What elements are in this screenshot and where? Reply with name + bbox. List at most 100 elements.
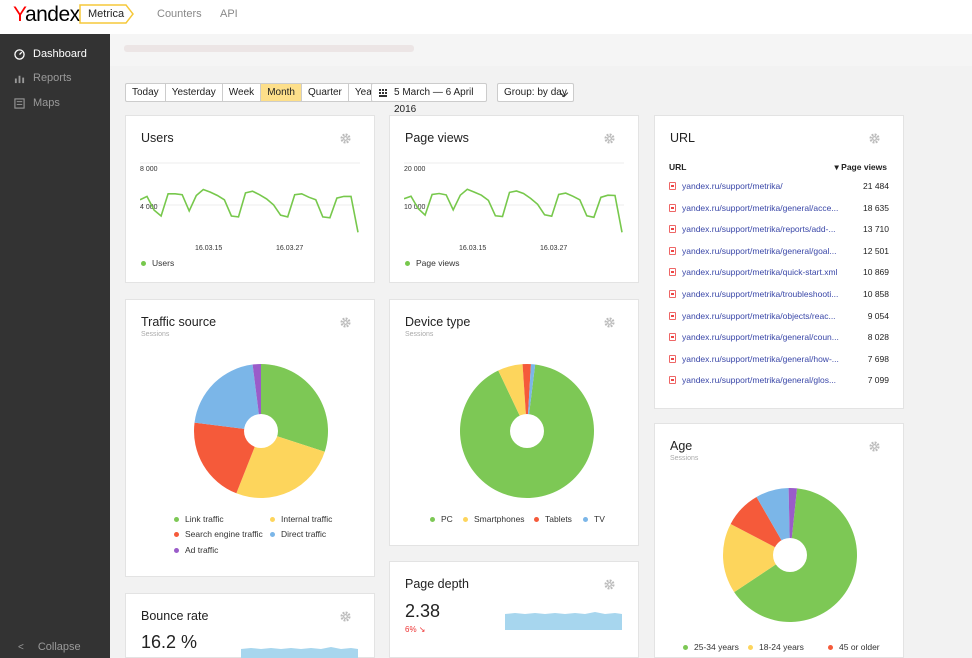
page-views-widget: Page views 20 000 10 000 16.03.15 16.03.… [389, 115, 639, 283]
page-depth-delta: 6% ↘ [405, 625, 426, 634]
url-table-row[interactable]: yandex.ru/support/metrika/general/goal..… [669, 244, 889, 258]
sidebar-item-dashboard[interactable]: Dashboard [14, 46, 87, 62]
url-table-row[interactable]: yandex.ru/support/metrika/troubleshooti.… [669, 287, 889, 301]
gear-icon[interactable] [603, 578, 616, 591]
url-link[interactable]: yandex.ru/support/metrika/objects/reac..… [682, 310, 836, 321]
sidebar: Dashboard Reports Maps < Collapse [0, 34, 110, 658]
period-today[interactable]: Today [126, 84, 166, 101]
gear-icon[interactable] [339, 610, 352, 623]
x-tick-label: 16.03.27 [540, 245, 567, 252]
period-yesterday[interactable]: Yesterday [166, 84, 223, 101]
url-column-header[interactable]: URL [669, 162, 687, 172]
bounce-rate-widget: Bounce rate 16.2 % [125, 593, 375, 658]
legend-18-24: 18-24 years [748, 642, 804, 652]
top-bar: Yandex Metrica Counters API [0, 0, 972, 34]
age-widget: Age Sessions 25-34 years 18-24 years 45 … [654, 423, 904, 658]
page-views-count: 10 858 [863, 289, 889, 299]
url-link[interactable]: yandex.ru/support/metrika/quick-start.xm… [682, 267, 838, 278]
gear-icon[interactable] [603, 316, 616, 329]
y-tick-label: 4 000 [140, 204, 158, 211]
gear-icon[interactable] [603, 132, 616, 145]
legend-direct-traffic: Direct traffic [270, 529, 326, 539]
widget-title: Page depth [405, 577, 469, 591]
page-favicon-icon [669, 182, 676, 190]
url-table-row[interactable]: yandex.ru/support/metrika/general/glos..… [669, 373, 889, 387]
date-range-button[interactable]: 5 March — 6 April 2016 [371, 83, 487, 115]
widget-title: Page views [405, 131, 469, 145]
group-by-dropdown[interactable]: Group: by day [497, 83, 574, 102]
traffic-source-pie [194, 364, 328, 498]
pie-slice-35-44-years[interactable] [756, 488, 791, 555]
yandex-logo[interactable]: Yandex [13, 3, 80, 26]
period-year[interactable]: Year [354, 87, 376, 98]
url-link[interactable]: yandex.ru/support/metrika/general/acce..… [682, 202, 839, 213]
gear-icon[interactable] [868, 132, 881, 145]
url-link[interactable]: yandex.ru/support/metrika/general/goal..… [682, 245, 837, 256]
collapse-button[interactable]: < Collapse [18, 641, 81, 653]
pie-slice-search-engine-traffic[interactable] [194, 422, 261, 494]
gear-icon[interactable] [339, 316, 352, 329]
x-tick-label: 16.03.15 [195, 245, 222, 252]
device-type-pie [460, 364, 594, 498]
page-views-count: 10 869 [863, 267, 889, 278]
users-widget: Users 8 000 4 000 16.03.15 16.03.27 User… [125, 115, 375, 283]
url-link[interactable]: yandex.ru/support/metrika/troubleshooti.… [682, 289, 839, 299]
page-views-count: 7 099 [867, 375, 889, 386]
pie-slice-tablets[interactable] [522, 364, 531, 431]
widget-title: Device type [405, 315, 471, 329]
pie-slice-direct-traffic[interactable] [194, 364, 261, 431]
gear-icon[interactable] [339, 132, 352, 145]
url-table-row[interactable]: yandex.ru/support/metrika/reports/add-..… [669, 222, 889, 236]
legend-pc: PC [430, 514, 453, 524]
page-favicon-icon [669, 290, 676, 298]
url-link[interactable]: yandex.ru/support/metrika/general/coun..… [682, 332, 839, 343]
pie-slice-45-or-older[interactable] [730, 496, 790, 555]
traffic-source-widget: Traffic source Sessions Link traffic Int… [125, 299, 375, 577]
legend-dot [270, 531, 275, 537]
period-month[interactable]: Month [261, 84, 302, 101]
url-link[interactable]: yandex.ru/support/metrika/ [682, 181, 783, 191]
sidebar-item-maps[interactable]: Maps [14, 95, 60, 111]
series-line [140, 188, 359, 233]
counters-link[interactable]: Counters [157, 8, 202, 20]
pie-slice-18-24-years[interactable] [723, 523, 790, 593]
page-depth-widget: Page depth 2.38 6% ↘ [389, 561, 639, 658]
url-table-row[interactable]: yandex.ru/support/metrika/general/acce..… [669, 201, 889, 215]
x-tick-label: 16.03.15 [459, 245, 486, 252]
page-views-count: 9 054 [867, 310, 889, 321]
pie-slice-smartphones[interactable] [498, 364, 527, 431]
api-link[interactable]: API [220, 8, 238, 20]
period-selector: Today Yesterday Week Month Quarter Year [125, 83, 383, 102]
page-favicon-icon [669, 225, 676, 234]
url-table-row[interactable]: yandex.ru/support/metrika/quick-start.xm… [669, 265, 889, 279]
period-week[interactable]: Week [223, 84, 262, 101]
page-views-column-header[interactable]: ▾ Page views [834, 162, 887, 172]
period-quarter[interactable]: Quarter [302, 84, 349, 101]
chevron-left-icon: < [18, 641, 24, 653]
legend-dot [174, 531, 179, 537]
calendar-icon [379, 89, 387, 97]
sidebar-item-reports[interactable]: Reports [14, 70, 72, 86]
notice-bar [110, 34, 972, 66]
url-link[interactable]: yandex.ru/support/metrika/reports/add-..… [682, 224, 836, 235]
page-depth-value: 2.38 [405, 601, 441, 621]
url-table-row[interactable]: yandex.ru/support/metrika/general/coun..… [669, 330, 889, 344]
page-views-count: 18 635 [863, 202, 889, 213]
url-table-row[interactable]: yandex.ru/support/metrika/21 484 [669, 179, 889, 193]
legend-dot [141, 260, 146, 266]
url-table-row[interactable]: yandex.ru/support/metrika/objects/reac..… [669, 309, 889, 323]
url-link[interactable]: yandex.ru/support/metrika/general/how-..… [682, 353, 839, 364]
metrica-product-tag[interactable]: Metrica [79, 4, 135, 24]
series-line [404, 188, 623, 233]
legend-search-engine-traffic: Search engine traffic [174, 529, 263, 539]
legend-dot [828, 644, 833, 650]
gear-icon[interactable] [868, 440, 881, 453]
metrica-label: Metrica [88, 8, 125, 20]
url-link[interactable]: yandex.ru/support/metrika/general/glos..… [682, 375, 837, 386]
legend-dot [430, 516, 435, 522]
page-views-line-chart: 20 000 10 000 16.03.15 16.03.27 [404, 162, 624, 252]
y-tick-label: 8 000 [140, 166, 158, 173]
users-line-chart: 8 000 4 000 16.03.15 16.03.27 [140, 162, 360, 252]
url-table-row[interactable]: yandex.ru/support/metrika/general/how-..… [669, 352, 889, 366]
legend-tv: TV [583, 514, 605, 524]
